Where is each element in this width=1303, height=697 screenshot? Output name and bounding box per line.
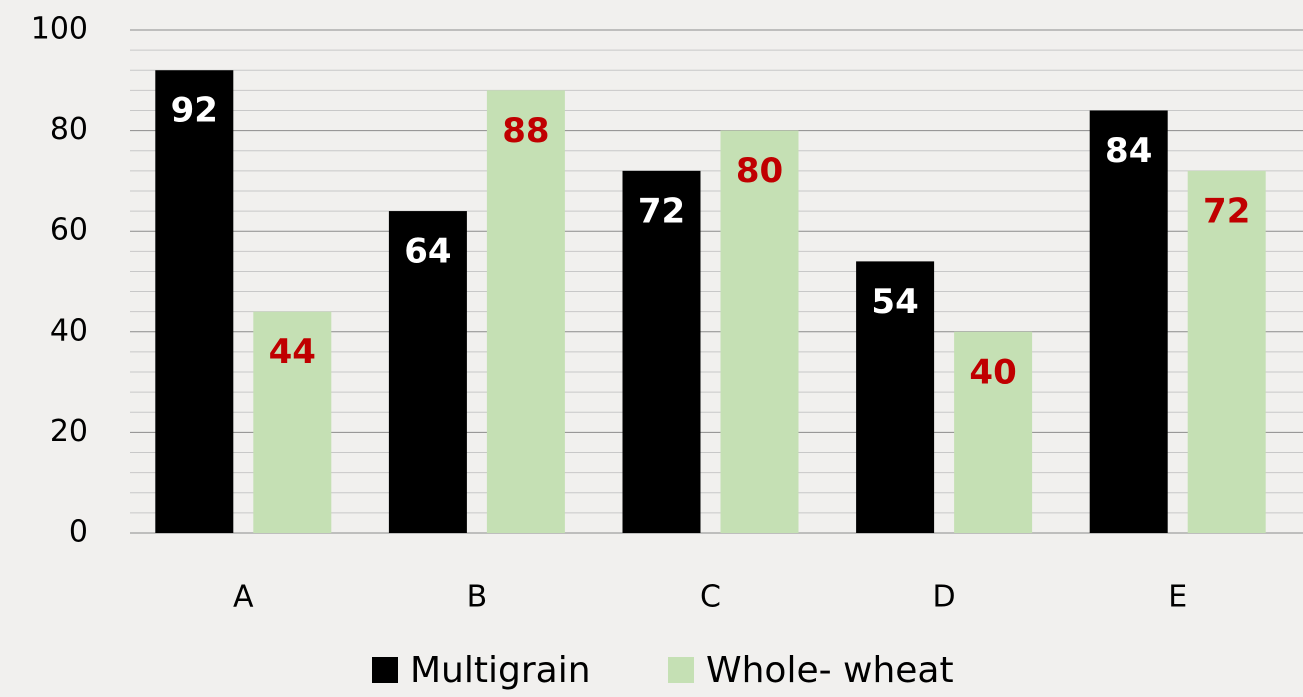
value-label: 54 [871,282,918,322]
y-tick-label: 80 [50,112,88,147]
value-label: 88 [502,111,549,151]
page: 0 20 40 60 80 100 A 92 44 B 64 88 C 72 80 D 54 40 E 84 72 Mul… [0,0,1303,697]
value-label: 64 [404,232,451,272]
x-tick-label: E [1168,580,1187,615]
x-tick-label: B [467,580,488,615]
x-tick-label: D [933,580,956,615]
y-tick-label: 100 [31,12,88,47]
y-tick-label: 20 [50,414,88,449]
bar [487,90,565,533]
x-tick-label: C [700,580,721,615]
y-tick-label: 40 [50,313,88,348]
value-label: 80 [736,151,783,191]
legend-label: Whole- wheat [706,650,954,691]
chart: 0 20 40 60 80 100 A 92 44 B 64 88 C 72 80 D 54 40 E 84 72 Mul… [0,0,1303,697]
value-label: 40 [969,352,1016,392]
value-label: 44 [269,332,316,372]
value-label: 72 [1203,191,1250,231]
legend-label: Multigrain [410,650,591,691]
x-tick-label: A [233,580,254,615]
y-tick-label: 60 [50,213,88,248]
value-label: 92 [171,91,218,131]
bar [155,70,233,533]
y-tick-label: 0 [69,515,88,550]
bar [1090,110,1168,533]
value-label: 84 [1105,131,1152,171]
value-label: 72 [638,191,685,231]
legend-swatch [372,657,398,683]
legend-swatch [668,657,694,683]
